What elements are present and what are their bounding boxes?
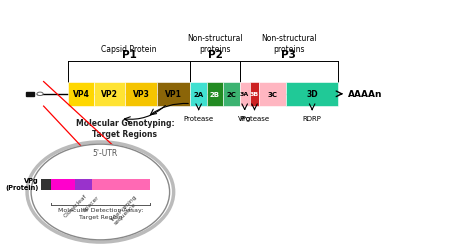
Ellipse shape	[27, 142, 173, 242]
Text: VPg: VPg	[238, 116, 251, 122]
Ellipse shape	[31, 144, 170, 240]
Text: Spacer: Spacer	[82, 194, 100, 212]
Text: Intervening
sequence: Intervening sequence	[110, 194, 141, 225]
Bar	[75, 180, 92, 190]
Text: Molecular Genotyping:
Target Regions: Molecular Genotyping: Target Regions	[76, 119, 174, 139]
Bar	[68, 82, 94, 107]
Bar	[41, 180, 51, 190]
Text: 3C: 3C	[268, 92, 278, 98]
Text: VP4: VP4	[73, 90, 90, 99]
Text: 2B: 2B	[210, 92, 220, 98]
Text: VP3: VP3	[133, 90, 149, 99]
Text: Molecular Detection Assay:
Target Region: Molecular Detection Assay: Target Region	[58, 208, 143, 219]
Text: RDRP: RDRP	[303, 116, 321, 122]
Bar	[286, 82, 337, 107]
Bar	[240, 82, 250, 107]
Bar	[51, 180, 75, 190]
Bar	[126, 82, 157, 107]
Text: Non-structural
proteins: Non-structural proteins	[261, 34, 317, 54]
Text: Capsid Protein: Capsid Protein	[101, 45, 157, 54]
Text: 2C: 2C	[227, 92, 236, 98]
Text: Non-structural
proteins: Non-structural proteins	[187, 34, 243, 54]
Text: VPg
(Protein): VPg (Protein)	[5, 177, 39, 190]
Text: 3B: 3B	[250, 92, 259, 97]
Bar	[190, 82, 207, 107]
Text: VP2: VP2	[101, 90, 118, 99]
Bar	[92, 180, 150, 190]
Text: Cloverleaf: Cloverleaf	[63, 192, 88, 218]
Text: P3: P3	[281, 50, 296, 60]
Bar	[259, 82, 286, 107]
Bar	[250, 82, 259, 107]
Bar	[94, 82, 126, 107]
Bar	[157, 82, 190, 107]
Text: 3D: 3D	[306, 90, 318, 99]
Text: P1: P1	[122, 50, 137, 60]
Bar	[26, 92, 34, 97]
Text: VP1: VP1	[165, 90, 182, 99]
Text: 2A: 2A	[193, 92, 204, 98]
Text: Protease: Protease	[239, 116, 270, 122]
Text: 5'-UTR: 5'-UTR	[92, 149, 118, 158]
Text: 3A: 3A	[240, 92, 249, 97]
Text: P2: P2	[208, 50, 222, 60]
Text: Protease: Protease	[183, 116, 214, 122]
Circle shape	[37, 93, 43, 96]
Text: AAAAn: AAAAn	[348, 90, 383, 99]
Bar	[223, 82, 240, 107]
Bar	[207, 82, 223, 107]
